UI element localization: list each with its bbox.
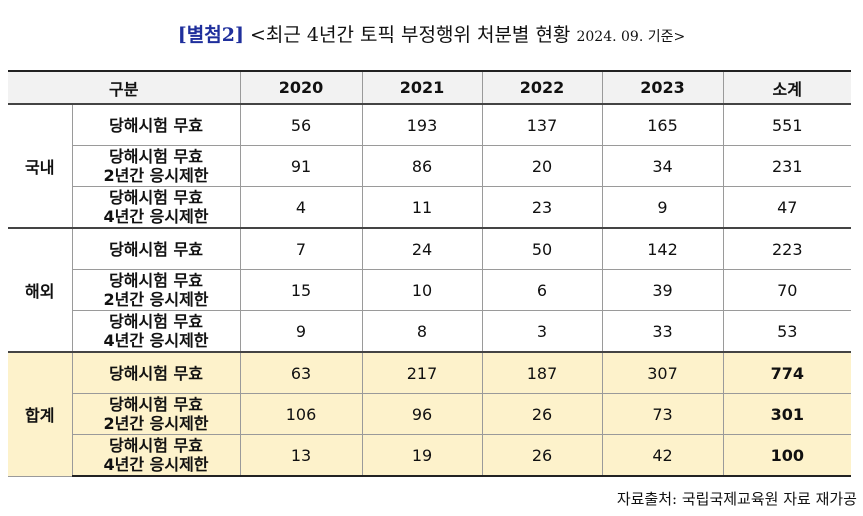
value-cell: 56	[239, 103, 363, 146]
value-cell: 7	[239, 227, 363, 270]
value-cell: 39	[601, 269, 724, 311]
value-cell: 193	[361, 103, 483, 146]
value-cell: 142	[601, 227, 724, 270]
table-row: 해외 당해시험 무효 7 24 50 142 223	[8, 227, 852, 353]
value-cell: 20	[481, 145, 603, 187]
value-cell: 26	[481, 393, 603, 435]
row-label: 당해시험 무효	[71, 351, 241, 394]
row-label: 당해시험 무효	[71, 227, 241, 270]
value-cell: 19	[361, 434, 483, 477]
table-body: 국내 당해시험 무효 56 193 137 165 551 당해시험 무효 2년간 응시제한 9…	[8, 103, 852, 477]
table-row: 당해시험 무효 4년간 응시제한 13 19 26 42 100	[8, 434, 852, 477]
value-cell: 91	[239, 145, 363, 187]
value-cell: 165	[601, 103, 724, 146]
value-cell: 86	[361, 145, 483, 187]
table: 구분 2020 2021 2022 2023 소계 국내 당해시험 무효 56 193 137 16…	[8, 70, 852, 477]
group-label: 해외	[8, 227, 73, 353]
value-cell: 100	[722, 434, 852, 477]
row-label: 당해시험 무효 4년간 응시제한	[72, 434, 241, 477]
value-cell: 223	[722, 227, 852, 270]
row-label: 당해시험 무효 2년간 응시제한	[72, 145, 241, 187]
table-row: 당해시험 무효 4년간 응시제한 9 8 3 33 53	[8, 310, 852, 353]
header-cell: 소계	[722, 70, 852, 105]
value-cell: 10	[361, 269, 483, 311]
value-cell: 26	[481, 434, 603, 477]
value-cell: 4	[239, 186, 363, 229]
value-cell: 106	[239, 393, 363, 435]
table-row: 당해시험 무효 2년간 응시제한 15 10 6 39 70	[8, 269, 852, 311]
title-text: <최근 4년간 토픽 부정행위 처분별 현황	[250, 24, 571, 46]
table-row: 당해시험 무효 2년간 응시제한 106 96 26 73 301	[8, 393, 852, 435]
table-row: 당해시험 무효 2년간 응시제한 91 86 20 34 231	[8, 145, 852, 187]
value-cell: 187	[481, 351, 603, 394]
value-cell: 9	[601, 186, 724, 229]
value-cell: 8	[361, 310, 483, 353]
value-cell: 6	[481, 269, 603, 311]
header-row: 구분 2020 2021 2022 2023 소계	[8, 70, 852, 105]
value-cell: 23	[481, 186, 603, 229]
table-row: 국내 당해시험 무효 56 193 137 165 551	[8, 103, 852, 229]
value-cell: 11	[361, 186, 483, 229]
title: [별첨2] <최근 4년간 토픽 부정행위 처분별 현황 2024. 09. 기…	[0, 20, 863, 47]
value-cell: 96	[361, 393, 483, 435]
header-cell: 2023	[601, 70, 724, 105]
value-cell: 551	[722, 103, 852, 146]
header-cell: 2021	[361, 70, 483, 105]
header-cell: 2020	[239, 70, 363, 105]
table-row: 당해시험 무효 4년간 응시제한 4 11 23 9 47	[8, 186, 852, 229]
row-label: 당해시험 무효 4년간 응시제한	[72, 310, 241, 353]
row-label: 당해시험 무효 2년간 응시제한	[72, 269, 241, 311]
value-cell: 301	[722, 393, 852, 435]
value-cell: 42	[601, 434, 724, 477]
row-label: 당해시험 무효 2년간 응시제한	[72, 393, 241, 435]
value-cell: 9	[239, 310, 363, 353]
value-cell: 34	[601, 145, 724, 187]
title-date: 2024. 09. 기준>	[576, 29, 686, 45]
value-cell: 217	[361, 351, 483, 394]
value-cell: 774	[722, 351, 852, 394]
title-tag: [별첨2]	[177, 24, 244, 46]
header-cell: 2022	[481, 70, 603, 105]
group-label: 국내	[8, 103, 73, 229]
value-cell: 15	[239, 269, 363, 311]
value-cell: 73	[601, 393, 724, 435]
row-label: 당해시험 무효	[71, 103, 241, 146]
header-cell: 구분	[8, 70, 241, 105]
value-cell: 70	[722, 269, 852, 311]
source: 자료출처: 국립국제교육원 자료 재가공	[616, 490, 857, 508]
value-cell: 33	[601, 310, 724, 353]
value-cell: 53	[722, 310, 852, 353]
group-label: 합계	[8, 351, 73, 477]
value-cell: 63	[239, 351, 363, 394]
value-cell: 24	[361, 227, 483, 270]
row-label: 당해시험 무효 4년간 응시제한	[72, 186, 241, 229]
value-cell: 231	[722, 145, 852, 187]
value-cell: 307	[601, 351, 724, 394]
value-cell: 137	[481, 103, 603, 146]
value-cell: 47	[722, 186, 852, 229]
value-cell: 13	[239, 434, 363, 477]
table-row: 합계 당해시험 무효 63 217 187 307 774	[8, 351, 852, 477]
value-cell: 3	[481, 310, 603, 353]
value-cell: 50	[481, 227, 603, 270]
